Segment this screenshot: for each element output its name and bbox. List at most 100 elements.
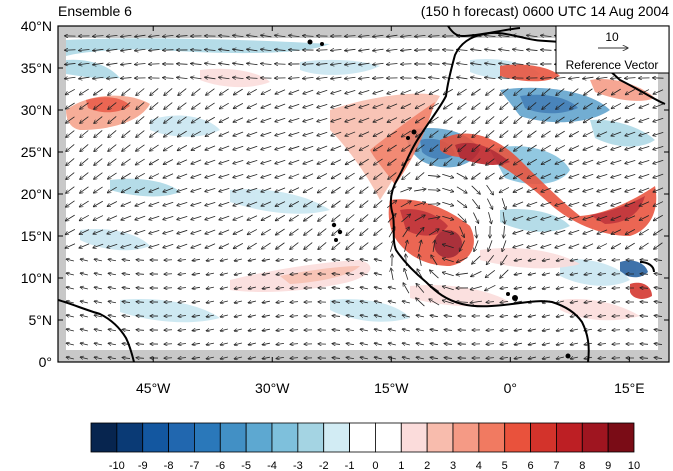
wind-vector (513, 64, 524, 65)
wind-vector (178, 302, 187, 303)
wind-vector (541, 50, 552, 51)
wind-vector (233, 159, 244, 163)
wind-vector (346, 343, 355, 344)
wind-vector (598, 287, 607, 288)
wind-vector (94, 287, 102, 289)
wind-vector (653, 228, 663, 235)
wind-vector (275, 49, 286, 50)
wind-vector (261, 159, 272, 163)
wind-vector (456, 302, 469, 303)
colorbar-swatch (194, 422, 221, 453)
wind-vector (583, 131, 594, 137)
wind-vector (597, 173, 608, 177)
wind-vector (122, 144, 131, 152)
wind-vector (261, 89, 272, 95)
wind-vector (121, 63, 132, 64)
wind-vector (149, 243, 160, 247)
wind-vector (191, 77, 202, 79)
wind-vector (514, 144, 523, 151)
wind-vector (178, 260, 187, 261)
wind-vector (233, 49, 244, 51)
wind-vector (331, 77, 342, 79)
wind-vector (65, 102, 75, 109)
wind-vector (500, 130, 509, 138)
wind-vector (416, 144, 425, 152)
wind-vector (404, 240, 408, 252)
wind-vector (219, 215, 230, 220)
wind-vector (247, 63, 258, 64)
wind-vector (373, 49, 384, 51)
wind-vector (528, 116, 537, 124)
colorbar-swatch (504, 422, 531, 453)
wind-vector (499, 35, 510, 37)
wind-vector (373, 144, 383, 151)
wind-vector (486, 116, 495, 123)
wind-vector (66, 343, 74, 345)
wind-vector (219, 102, 229, 109)
wind-vector (500, 329, 509, 330)
wind-vector (625, 78, 636, 79)
wind-vector (177, 116, 187, 123)
wind-vector (345, 117, 356, 122)
wind-vector (121, 78, 132, 79)
wind-vector (205, 159, 216, 164)
wind-vector (597, 243, 608, 249)
wind-vector (332, 200, 341, 207)
wind-vector (290, 288, 299, 289)
wind-vector (359, 131, 370, 137)
wind-vector (345, 77, 356, 79)
wind-vector (177, 145, 188, 150)
wind-vector (640, 274, 649, 275)
wind-vector (108, 301, 117, 303)
wind-vector (569, 215, 580, 219)
wind-vector (570, 259, 578, 261)
wind-vector (149, 229, 160, 233)
wind-vector (290, 302, 299, 303)
wind-vector (219, 229, 230, 234)
colorbar-swatch (530, 422, 557, 453)
wind-vector (205, 215, 216, 219)
wind-vector (290, 358, 299, 359)
wind-vector (640, 288, 649, 289)
wind-vector (416, 172, 425, 179)
wind-vector (248, 287, 256, 289)
wind-vector (79, 88, 89, 95)
wind-vector (332, 358, 341, 359)
wind-vector (192, 315, 201, 316)
wind-vector (66, 186, 75, 194)
wind-vector (387, 130, 397, 136)
wind-vector (654, 357, 663, 358)
wind-vector (640, 358, 649, 359)
wind-vector (583, 173, 594, 177)
wind-vector (94, 329, 102, 331)
wind-vector (503, 212, 505, 224)
wind-vector (416, 357, 424, 359)
wind-vector (80, 186, 89, 193)
wind-vector (486, 358, 495, 359)
wind-vector (79, 200, 89, 207)
wind-vector (456, 172, 468, 179)
wind-vector (262, 329, 270, 331)
wind-vector (444, 330, 453, 331)
wind-vector (247, 117, 258, 122)
colorbar-swatch (323, 422, 350, 453)
wind-vector (219, 243, 230, 249)
wind-vector (79, 214, 90, 220)
wind-vector (247, 159, 258, 163)
wind-vector (541, 144, 551, 151)
colorbar-label: 6 (528, 460, 534, 471)
wind-vector (527, 49, 538, 50)
wind-vector (542, 287, 550, 289)
wind-vector (527, 201, 538, 206)
wind-vector (583, 77, 594, 79)
wind-vector (443, 102, 453, 109)
wind-vector (500, 102, 509, 109)
wind-vector (289, 78, 300, 79)
wind-vector (442, 187, 453, 192)
wind-vector (528, 287, 536, 289)
wind-vector (275, 228, 285, 235)
wind-vector (80, 116, 89, 124)
lat-label: 20°N (21, 186, 52, 202)
wind-vector (470, 301, 482, 303)
wind-vector (66, 259, 74, 261)
